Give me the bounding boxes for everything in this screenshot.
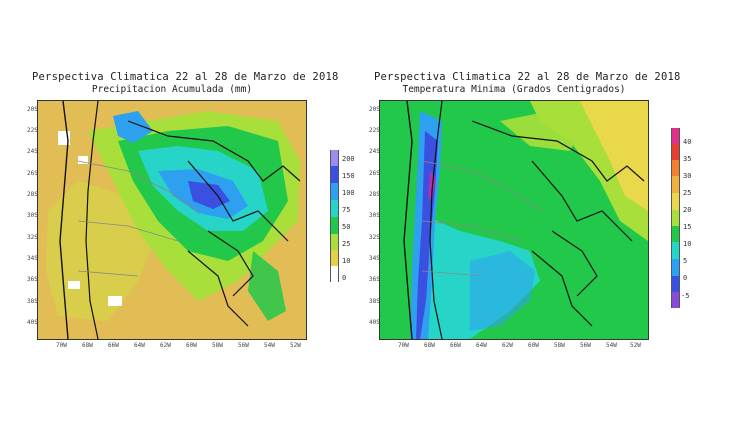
longitude-label: 62W [160,342,171,349]
longitude-label: 60W [528,342,539,349]
colorbar-segment [671,210,680,226]
colorbar-label: 10 [342,257,351,265]
colorbar-label: -5 [681,292,690,300]
colorbar-segment [671,242,680,259]
latitude-label: 24S [369,148,380,155]
colorbar-label: 75 [342,206,351,214]
latitude-label: 24S [27,148,38,155]
colorbar-segment [671,276,680,292]
longitude-label: 60W [186,342,197,349]
longitude-label: 66W [450,342,461,349]
longitude-label: 62W [502,342,513,349]
temperature-map [379,100,649,340]
longitude-label: 58W [554,342,565,349]
colorbar-segment [330,234,339,250]
latitude-label: 38S [369,298,380,305]
colorbar-label: 15 [683,223,692,231]
temperature-colorbar [671,128,680,308]
longitude-label: 68W [424,342,435,349]
longitude-label: 66W [108,342,119,349]
latitude-label: 32S [369,234,380,241]
latitude-label: 26S [27,170,38,177]
latitude-label: 34S [27,255,38,262]
colorbar-label: 25 [683,189,692,197]
colorbar-segment [330,200,339,217]
latitude-label: 40S [369,319,380,326]
colorbar-label: 0 [342,274,347,282]
colorbar-segment [671,128,680,144]
colorbar-label: 40 [683,138,692,146]
left-map-title: Perspectiva Climatica 22 al 28 de Marzo … [32,71,339,83]
latitude-label: 22S [27,127,38,134]
latitude-label: 38S [27,298,38,305]
latitude-label: 40S [27,319,38,326]
colorbar-segment [671,176,680,193]
precipitation-map-graphic [38,101,306,339]
colorbar-segment [671,259,680,276]
precipitation-map [37,100,307,340]
longitude-label: 64W [476,342,487,349]
colorbar-segment [330,217,339,234]
colorbar-label: 10 [683,240,692,248]
longitude-label: 56W [238,342,249,349]
colorbar-label: 20 [683,206,692,214]
colorbar-label: 5 [683,257,688,265]
longitude-label: 68W [82,342,93,349]
colorbar-label: 25 [342,240,351,248]
longitude-label: 52W [290,342,301,349]
latitude-label: 20S [369,106,380,113]
latitude-label: 26S [369,170,380,177]
colorbar-segment [330,183,339,200]
colorbar-label: 30 [683,172,692,180]
longitude-label: 70W [56,342,67,349]
latitude-label: 30S [27,212,38,219]
colorbar-segment [671,144,680,160]
colorbar-segment [330,250,339,266]
colorbar-segment [671,193,680,210]
colorbar-label: 50 [342,223,351,231]
right-map-subtitle: Temperatura Minima (Grados Centigrados) [402,84,626,95]
longitude-label: 52W [630,342,641,349]
temperature-map-graphic [380,101,648,339]
left-map-subtitle: Precipitacion Acumulada (mm) [91,84,253,95]
right-map-title: Perspectiva Climatica 22 al 28 de Marzo … [374,71,681,83]
latitude-label: 28S [27,191,38,198]
latitude-label: 32S [27,234,38,241]
colorbar-segment [671,226,680,242]
longitude-label: 54W [606,342,617,349]
latitude-label: 34S [369,255,380,262]
longitude-label: 56W [580,342,591,349]
colorbar-segment [330,150,339,166]
colorbar-segment [671,160,680,176]
colorbar-label: 35 [683,155,692,163]
colorbar-label: 0 [683,274,688,282]
latitude-label: 22S [369,127,380,134]
longitude-label: 64W [134,342,145,349]
colorbar-label: 100 [342,189,355,197]
latitude-label: 36S [27,276,38,283]
longitude-label: 70W [398,342,409,349]
colorbar-label: 200 [342,155,355,163]
latitude-label: 28S [369,191,380,198]
precipitation-colorbar [330,150,339,282]
longitude-label: 58W [212,342,223,349]
colorbar-label: 150 [342,172,355,180]
colorbar-segment [671,292,680,308]
colorbar-segment [330,166,339,183]
latitude-label: 36S [369,276,380,283]
latitude-label: 20S [27,106,38,113]
longitude-label: 54W [264,342,275,349]
colorbar-segment [330,266,339,282]
latitude-label: 30S [369,212,380,219]
